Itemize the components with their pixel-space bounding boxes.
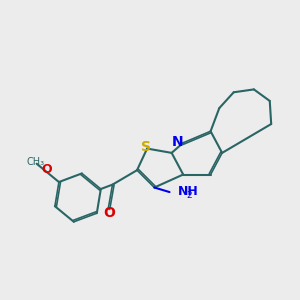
- Text: CH₃: CH₃: [26, 157, 44, 167]
- Text: N: N: [172, 135, 184, 148]
- Text: O: O: [103, 206, 115, 220]
- Text: NH: NH: [178, 185, 198, 198]
- Text: 2: 2: [186, 191, 192, 200]
- Text: S: S: [141, 140, 151, 154]
- Text: O: O: [41, 163, 52, 176]
